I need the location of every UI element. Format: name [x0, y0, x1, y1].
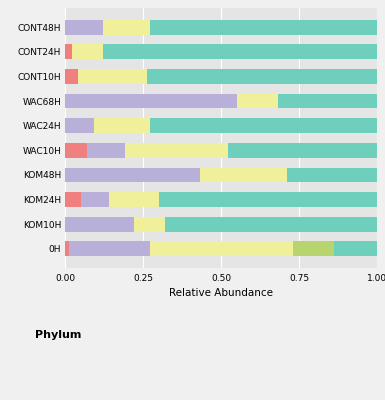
Text: Phylum: Phylum — [35, 330, 81, 340]
Bar — [81, 192, 109, 207]
Bar — [65, 143, 87, 158]
Bar — [199, 168, 287, 182]
Bar — [237, 94, 278, 108]
X-axis label: Relative Abundance: Relative Abundance — [169, 288, 273, 298]
Bar — [293, 242, 334, 256]
Bar — [278, 94, 377, 108]
Bar — [65, 94, 237, 108]
Bar — [65, 118, 94, 133]
Bar — [69, 242, 150, 256]
Bar — [87, 143, 125, 158]
Bar — [65, 217, 134, 232]
Bar — [334, 242, 377, 256]
Bar — [134, 217, 165, 232]
Bar — [94, 118, 150, 133]
Bar — [150, 20, 377, 34]
Bar — [65, 69, 78, 84]
Bar — [65, 44, 72, 59]
Bar — [109, 192, 159, 207]
Bar — [165, 217, 377, 232]
Bar — [147, 69, 377, 84]
Bar — [125, 143, 228, 158]
Bar — [103, 44, 377, 59]
Bar — [65, 20, 103, 34]
Bar — [150, 242, 293, 256]
Bar — [72, 44, 103, 59]
Bar — [287, 168, 377, 182]
Bar — [65, 168, 199, 182]
Bar — [65, 192, 81, 207]
Bar — [103, 20, 150, 34]
Bar — [228, 143, 377, 158]
Bar — [78, 69, 147, 84]
Bar — [150, 118, 377, 133]
Bar — [65, 242, 69, 256]
Bar — [159, 192, 377, 207]
